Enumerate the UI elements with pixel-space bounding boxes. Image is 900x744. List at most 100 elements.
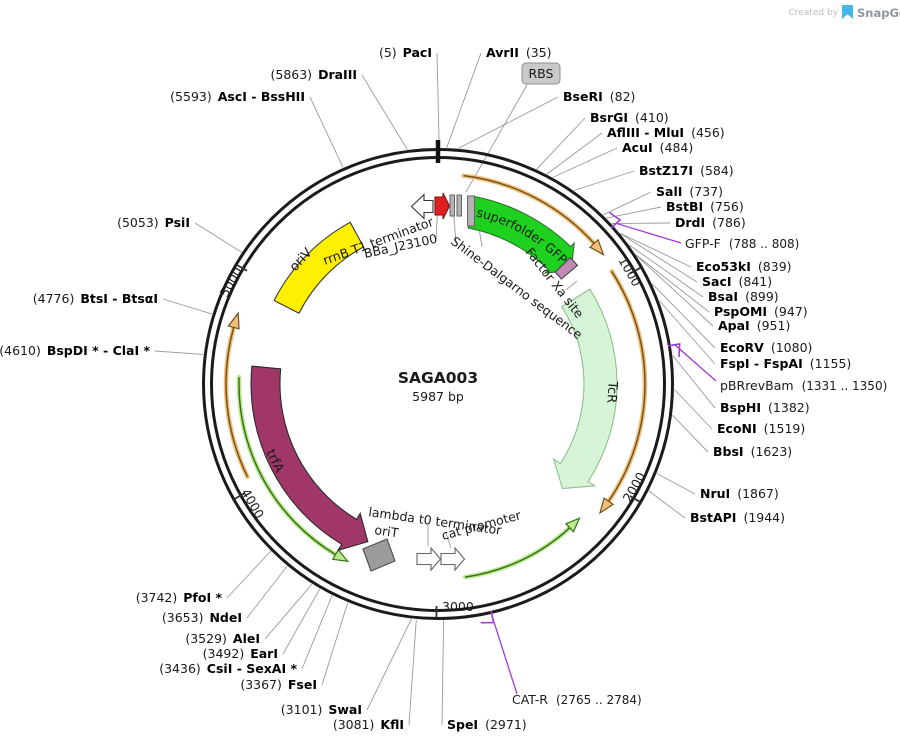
site-label-bspdi-clai: (4610) BspDI * - ClaI * (0, 343, 150, 358)
site-label-spei: SpeI (2971) (447, 717, 527, 732)
orf-trfa-core (238, 377, 336, 556)
orf-trfa (236, 374, 350, 563)
plasmid-title: SAGA003 (398, 369, 478, 387)
primer-pointer-gfp-f (616, 222, 682, 244)
orf-cat-halo (462, 525, 572, 580)
site-label-fspi-fspai: FspI - FspAI (1155) (720, 356, 851, 371)
site-pointer-bspdi-clai (154, 350, 204, 355)
cat-promoter-arrow-1 (416, 546, 442, 572)
site-label-bbsi: BbsI (1623) (713, 444, 792, 459)
shine-dalgarno-bar (467, 195, 475, 227)
site-label-pspomi: PspOMI (947) (714, 304, 808, 319)
site-label-econi: EcoNI (1519) (717, 421, 805, 436)
site-label-apai: ApaI (951) (718, 318, 790, 333)
site-label-drdi: DrdI (786) (675, 215, 746, 230)
site-label-kfli: (3081) KflI (333, 717, 404, 732)
site-pointer-bbsi (672, 414, 709, 453)
site-pointer-btsi-bts-i (162, 298, 213, 315)
site-pointer-avrii (446, 52, 482, 148)
orf-left-arrowhead (227, 311, 240, 330)
feature-oriv (273, 221, 365, 314)
feature-factor-xa-site (554, 256, 579, 280)
plasmid-size: 5987 bp (412, 389, 464, 404)
site-label-swai: (3101) SwaI (281, 702, 362, 717)
orf-tcr (598, 269, 648, 515)
site-label-ndei: (3653) NdeI (162, 610, 242, 625)
site-label-btsi-bts-i: (4776) BtsI - BtsαI (33, 291, 158, 306)
site-pointer-econi (674, 389, 713, 430)
site-pointer-eari (282, 588, 321, 655)
site-label-avrii: AvrII (35) (486, 45, 552, 60)
tick-1000 (630, 266, 641, 275)
site-label-csii-sexai: (3436) CsiI - SexAI * (159, 661, 297, 676)
site-pointer-draiii (361, 74, 408, 150)
site-label-sali: SalI (737) (656, 184, 723, 199)
primer-pointer-pbrrevbam (674, 344, 717, 382)
snapgene-watermark: Created by SnapGene (788, 5, 900, 20)
primer-label-cat-r: CAT-R (2765 .. 2784) (512, 692, 642, 707)
site-pointer-bsphi (672, 355, 716, 409)
site-pointer-kfli (408, 619, 417, 726)
site-pointer-fspi-fspai (659, 300, 716, 365)
orf-left-core (225, 327, 249, 478)
site-pointer-bsai (629, 244, 704, 298)
site-pointer-saci (620, 233, 698, 283)
site-label-nrui: NruI (1867) (700, 486, 779, 501)
site-label-bstbi: BstBI (756) (666, 199, 744, 214)
rrnb-terminator-arrow (410, 193, 434, 220)
label-tcr: TcR (603, 380, 620, 404)
primers-layer (480, 211, 717, 695)
orit-box (362, 538, 396, 572)
label-cat-promoter: cat promoter (440, 507, 523, 543)
rbs-label-box (521, 62, 561, 85)
primer-pointer-cat-r (491, 617, 518, 695)
primer-label-gfp-f: GFP-F (788 .. 808) (685, 236, 799, 251)
site-label-fsei: (3367) FseI (240, 677, 317, 692)
cat-promoter-arrow-2 (440, 546, 466, 572)
site-label-bstapi: BstAPI (1944) (690, 510, 785, 525)
site-pointer-pfoi (226, 550, 272, 599)
features-layer (250, 195, 618, 552)
pointer-lines-layer (154, 52, 716, 726)
orf-gfp-arrowhead (588, 238, 605, 257)
site-pointer-bstapi (648, 490, 686, 519)
site-label-alei: (3529) AleI (185, 631, 260, 646)
primer-pbrrevbam (667, 342, 717, 382)
tick-2000 (629, 495, 641, 503)
site-pointer-pspomi (635, 254, 710, 313)
site-label-psii: (5053) PsiI (117, 215, 190, 230)
site-pointer-paci (436, 52, 440, 148)
site-pointer-swai (366, 618, 412, 711)
site-pointer-bsrgi (536, 117, 586, 170)
orf-gfp (461, 173, 605, 257)
site-label-bsai: BsaI (899) (708, 289, 779, 304)
watermark-created-by: Created by (788, 8, 838, 18)
bba-j23100-promoter-arrow (434, 192, 451, 220)
fxa-pointer (565, 280, 578, 291)
orf-tcr-core (607, 270, 646, 502)
site-label-bstz17i: BstZ17I (584) (639, 163, 734, 178)
site-pointer-bstz17i (573, 170, 635, 191)
rbs-label-text: RBS (529, 66, 554, 81)
site-label-afliii-mlui: AflIII - MluI (456) (607, 125, 725, 140)
site-pointer-asci-bsshii (309, 96, 344, 168)
feature-trfa (250, 365, 369, 552)
site-label-pfoi: (3742) PfoI * (136, 590, 223, 605)
snapgene-flag-icon (842, 5, 853, 19)
site-label-bsphi: BspHI (1382) (720, 400, 810, 415)
site-pointer-spei (441, 620, 445, 726)
tick-label-5000: 5000 (217, 264, 246, 299)
label-orit: oriT (374, 522, 400, 540)
site-pointer-apai (636, 255, 714, 327)
site-label-asci-bsshii: (5593) AscI - BssHII (170, 89, 305, 104)
primer-label-pbrrevbam: pBRrevBam (1331 .. 1350) (720, 378, 887, 393)
tick-4000 (234, 492, 246, 500)
cat-pointer (445, 532, 452, 549)
rbs-pointer (465, 84, 528, 193)
site-label-draiii: (5863) DraIII (270, 67, 357, 82)
orf-trfa-arrowhead (331, 548, 350, 563)
primer-tick-pbrrevbam (667, 342, 681, 357)
site-pointer-ndei (246, 565, 288, 619)
site-label-ecorv: EcoRV (1080) (720, 340, 812, 355)
